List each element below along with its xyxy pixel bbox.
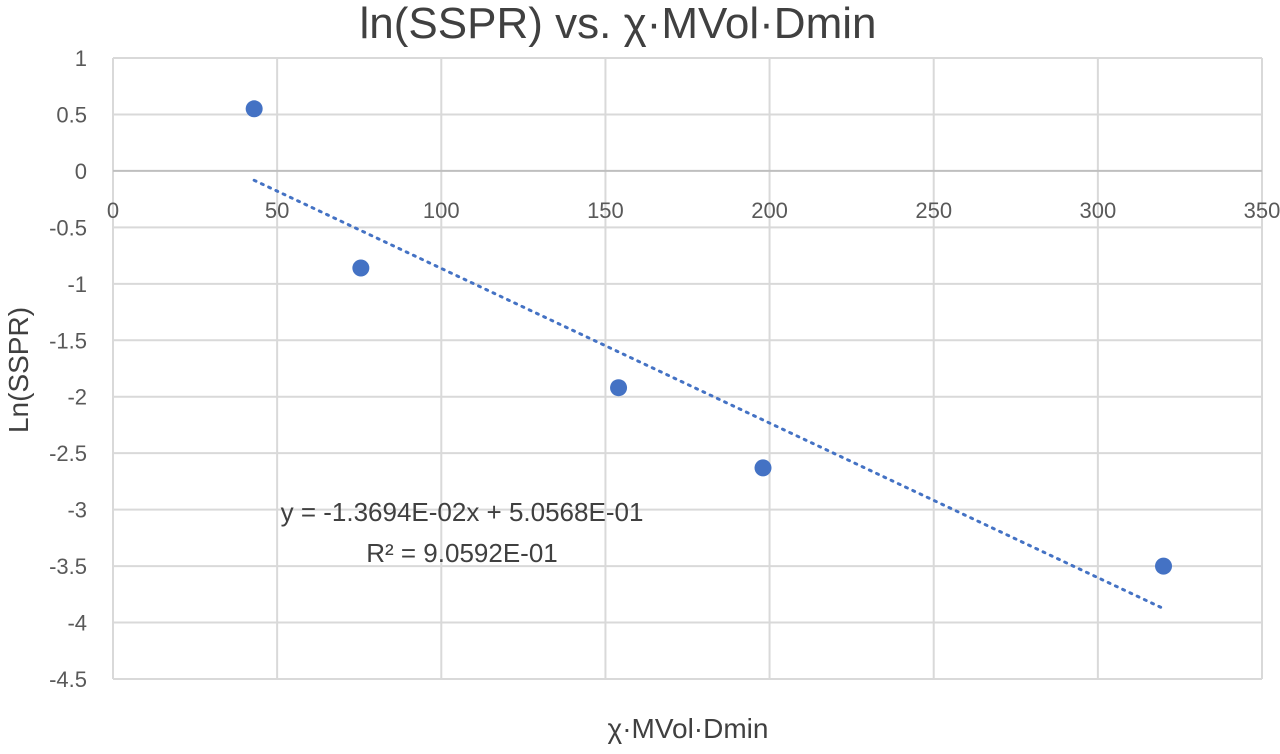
- data-point-3: [754, 459, 772, 477]
- y-tick-label: -2: [67, 385, 87, 410]
- y-tick-label: -0.5: [49, 215, 87, 240]
- y-tick-label: -3.5: [49, 554, 87, 579]
- trendline: [252, 178, 1166, 611]
- x-tick-label: 250: [915, 198, 952, 223]
- trendline-equation: y = -1.3694E-02x + 5.0568E-01: [281, 497, 644, 527]
- x-axis-title: χ·MVol·Dmin: [608, 713, 769, 744]
- trendline-r-squared: R² = 9.0592E-01: [366, 538, 558, 568]
- data-point-0: [245, 100, 263, 118]
- data-points: [245, 100, 1173, 575]
- chart-title: ln(SSPR) vs. χ·MVol·Dmin: [360, 0, 877, 48]
- trendline-layer: [252, 178, 1166, 611]
- y-tick-label: -2.5: [49, 441, 87, 466]
- y-axis-title: Ln(SSPR): [3, 307, 34, 433]
- data-point-1: [352, 259, 370, 277]
- gridlines: [112, 57, 1263, 680]
- x-tick-label: 50: [265, 198, 289, 223]
- y-tick-label: -1: [67, 272, 87, 297]
- data-point-2: [610, 379, 628, 397]
- x-tick-label: 300: [1079, 198, 1116, 223]
- y-tick-label: -4: [67, 611, 87, 636]
- x-tick-label: 100: [423, 198, 460, 223]
- y-tick-label: -3: [67, 498, 87, 523]
- y-tick-label: 1: [75, 46, 87, 71]
- y-tick-label: -4.5: [49, 667, 87, 692]
- x-tick-label: 350: [1244, 198, 1280, 223]
- data-point-4: [1155, 557, 1173, 575]
- y-tick-label: 0.5: [56, 102, 87, 127]
- tick-labels: 0 50 100 150 200 250 300 350 1 0.5 0 -0.5 -1 -1.5 -2 -2…: [49, 46, 1280, 692]
- y-tick-label: 0: [75, 159, 87, 184]
- x-tick-label: 200: [751, 198, 788, 223]
- x-tick-label: 150: [587, 198, 624, 223]
- x-tick-label: 0: [107, 198, 119, 223]
- y-tick-label: -1.5: [49, 328, 87, 353]
